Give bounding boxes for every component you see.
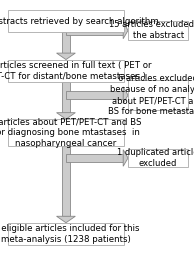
Text: 7 articles about PET/PET-CT and BS
for diagnosing bone mtastases  in
nasopharyng: 7 articles about PET/PET-CT and BS for d… [0, 117, 142, 148]
FancyBboxPatch shape [66, 91, 123, 99]
Text: 13 articles screened in full text ( PET or
PET-CT for distant/bone metastases ): 13 articles screened in full text ( PET … [0, 61, 151, 81]
FancyBboxPatch shape [66, 26, 123, 35]
FancyBboxPatch shape [62, 82, 70, 113]
Polygon shape [57, 216, 75, 223]
FancyBboxPatch shape [8, 60, 124, 82]
FancyBboxPatch shape [66, 154, 123, 162]
Text: 6 eligible articles included for this
meta-analysis (1238 patients): 6 eligible articles included for this me… [0, 224, 139, 244]
Polygon shape [57, 113, 75, 119]
Text: 15 articles excluded by
the abstract: 15 articles excluded by the abstract [109, 20, 194, 40]
FancyBboxPatch shape [128, 21, 188, 40]
Text: 1 duplicated article
excluded: 1 duplicated article excluded [117, 148, 194, 168]
Polygon shape [123, 87, 128, 104]
FancyBboxPatch shape [62, 146, 70, 216]
Polygon shape [57, 53, 75, 60]
Polygon shape [123, 22, 128, 39]
Polygon shape [123, 150, 128, 166]
FancyBboxPatch shape [128, 80, 188, 110]
FancyBboxPatch shape [62, 32, 70, 53]
Text: 6 articles excluded
because of no analysis
about PET/PET-CT and
BS for bone meta: 6 articles excluded because of no analys… [108, 74, 194, 116]
Text: 28 abstracts retrieved by search algorithm: 28 abstracts retrieved by search algorit… [0, 17, 158, 26]
FancyBboxPatch shape [8, 223, 124, 245]
FancyBboxPatch shape [8, 10, 124, 32]
FancyBboxPatch shape [8, 119, 124, 146]
FancyBboxPatch shape [128, 149, 188, 167]
